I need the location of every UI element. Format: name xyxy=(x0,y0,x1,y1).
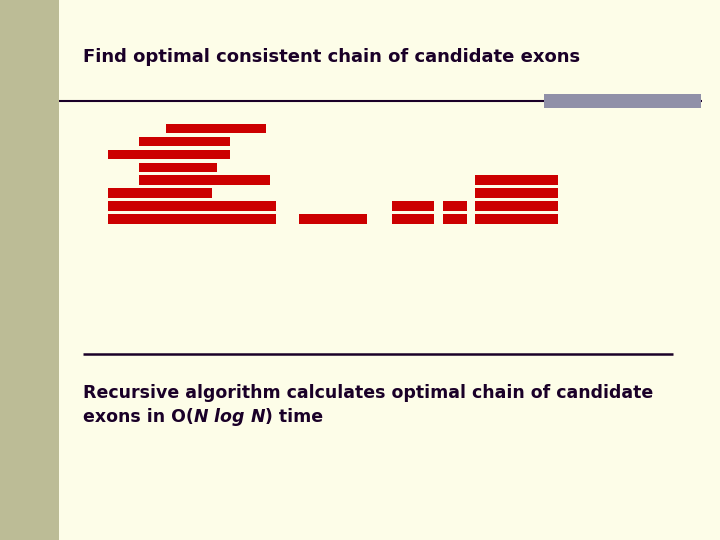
Bar xyxy=(0,0,59,540)
Bar xyxy=(392,201,434,211)
Bar xyxy=(108,201,276,211)
Text: N: N xyxy=(251,408,265,426)
Bar xyxy=(475,214,558,224)
Bar xyxy=(166,124,266,133)
Bar xyxy=(139,163,217,172)
Bar xyxy=(108,188,212,198)
Text: log: log xyxy=(208,408,251,426)
Text: N: N xyxy=(194,408,208,426)
Bar xyxy=(544,94,701,108)
Text: Recursive algorithm calculates optimal chain of candidate: Recursive algorithm calculates optimal c… xyxy=(83,384,653,402)
Bar xyxy=(139,137,230,146)
Bar xyxy=(392,214,434,224)
Text: ) time: ) time xyxy=(265,408,323,426)
Bar xyxy=(443,214,467,224)
Bar xyxy=(475,176,558,185)
Bar xyxy=(299,214,367,224)
Bar xyxy=(139,176,270,185)
Text: Find optimal consistent chain of candidate exons: Find optimal consistent chain of candida… xyxy=(83,48,580,66)
Bar xyxy=(108,214,276,224)
Bar xyxy=(443,201,467,211)
Bar xyxy=(108,150,230,159)
Bar xyxy=(475,201,558,211)
Bar xyxy=(475,188,558,198)
Text: exons in O(: exons in O( xyxy=(83,408,194,426)
